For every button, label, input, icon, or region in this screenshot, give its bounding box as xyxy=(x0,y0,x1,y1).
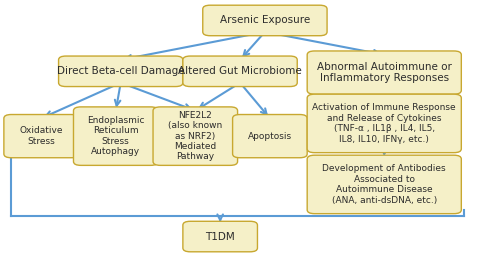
FancyBboxPatch shape xyxy=(307,94,462,153)
FancyBboxPatch shape xyxy=(232,115,307,158)
Text: NFE2L2
(also known
as NRF2)
Mediated
Pathway: NFE2L2 (also known as NRF2) Mediated Pat… xyxy=(168,111,222,161)
FancyBboxPatch shape xyxy=(153,107,238,165)
Text: Activation of Immune Response
and Release of Cytokines
(TNF-α , IL1β , IL4, IL5,: Activation of Immune Response and Releas… xyxy=(312,103,456,143)
FancyBboxPatch shape xyxy=(183,221,258,252)
Text: Abnormal Autoimmune or
Inflammatory Responses: Abnormal Autoimmune or Inflammatory Resp… xyxy=(317,62,452,83)
Text: Oxidative
Stress: Oxidative Stress xyxy=(20,126,63,146)
Text: Endoplasmic
Reticulum
Stress
Autophagy: Endoplasmic Reticulum Stress Autophagy xyxy=(87,116,144,156)
Text: Development of Antibodies
Associated to
Autoimmune Disease
(ANA, anti-dsDNA, etc: Development of Antibodies Associated to … xyxy=(322,164,446,205)
FancyBboxPatch shape xyxy=(74,107,158,165)
FancyBboxPatch shape xyxy=(58,56,183,87)
Text: Apoptosis: Apoptosis xyxy=(248,132,292,141)
Text: Altered Gut Microbiome: Altered Gut Microbiome xyxy=(178,66,302,76)
FancyBboxPatch shape xyxy=(183,56,297,87)
FancyBboxPatch shape xyxy=(4,115,78,158)
Text: Direct Beta-cell Damage: Direct Beta-cell Damage xyxy=(57,66,184,76)
Text: Arsenic Exposure: Arsenic Exposure xyxy=(220,15,310,25)
Text: T1DM: T1DM xyxy=(206,232,235,242)
FancyBboxPatch shape xyxy=(307,51,462,94)
FancyBboxPatch shape xyxy=(203,5,327,36)
FancyBboxPatch shape xyxy=(307,155,462,214)
